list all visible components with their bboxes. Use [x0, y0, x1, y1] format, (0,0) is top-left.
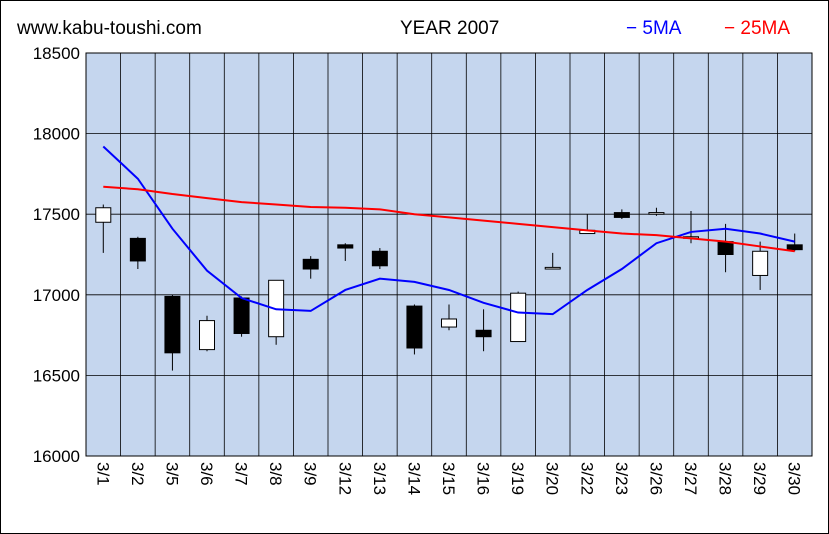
x-tick-label: 3/23: [612, 462, 631, 495]
x-tick-label: 3/2: [128, 462, 147, 486]
grid-lines: [86, 53, 812, 456]
y-tick-label: 18000: [33, 125, 80, 144]
x-tick-label: 3/16: [474, 462, 493, 495]
y-tick-label: 17000: [33, 286, 80, 305]
candle-body-down: [371, 250, 388, 267]
site-url: www.kabu-toushi.com: [17, 18, 202, 39]
x-tick-label: 3/19: [508, 462, 527, 495]
y-tick-label: 16500: [33, 366, 80, 385]
candle-body-up: [199, 320, 215, 351]
x-tick-label: 3/30: [785, 462, 804, 495]
candle-body-down: [406, 305, 423, 349]
x-axis-tick-labels: 3/1 3/2 3/5 3/6 3/7 3/8 3/9 3/12 3/13 3/14 3/15 3/1…: [93, 462, 803, 495]
candle-body-down: [302, 258, 319, 270]
x-tick-label: 3/1: [93, 462, 112, 486]
candle-body-up: [752, 250, 769, 276]
x-tick-label: 3/8: [266, 462, 285, 486]
legend-25ma: − 25MA: [724, 18, 791, 39]
y-tick-label: 18500: [33, 44, 80, 63]
candle-body-down: [233, 297, 250, 334]
legend-5ma: − 5MA: [626, 18, 682, 39]
x-tick-label: 3/9: [301, 462, 320, 486]
y-axis-tick-labels: 16000 16500 17000 17500 18000 18500: [33, 44, 80, 466]
candle-body-down: [475, 329, 492, 338]
moving-average-lines: [102, 145, 795, 316]
plot-area: [86, 53, 812, 456]
x-tick-label: 3/28: [716, 462, 735, 495]
candle-body-down: [337, 244, 354, 249]
chart-title: YEAR 2007: [400, 18, 500, 39]
x-tick-label: 3/6: [197, 462, 216, 486]
x-tick-label: 3/7: [232, 462, 251, 486]
x-tick-label: 3/12: [335, 462, 354, 495]
candle-body-up: [95, 207, 112, 223]
candle-body-down: [717, 241, 734, 256]
candle-body-up: [544, 266, 561, 270]
candle-body-down: [129, 237, 146, 262]
x-tick-label: 3/27: [681, 462, 700, 495]
x-tick-label: 3/15: [439, 462, 458, 495]
x-tick-label: 3/22: [577, 462, 596, 495]
x-tick-label: 3/14: [404, 462, 423, 495]
candle-body-up: [648, 212, 665, 215]
x-tick-label: 3/20: [543, 462, 562, 495]
x-tick-label: 3/26: [646, 462, 665, 495]
candle-body-up: [510, 292, 527, 343]
y-tick-label: 17500: [33, 205, 80, 224]
candle-body-up: [441, 318, 457, 328]
y-tick-label: 16000: [33, 447, 80, 466]
candle-body-down: [164, 295, 181, 354]
candle-body-down: [786, 244, 803, 251]
ma-line-25ma: [103, 185, 795, 253]
x-tick-label: 3/29: [750, 462, 769, 495]
ma-line-5ma: [102, 145, 795, 316]
candle-body-down: [613, 212, 630, 218]
plot-border: [85, 52, 813, 457]
x-tick-label: 3/5: [162, 462, 181, 486]
x-tick-label: 3/13: [370, 462, 389, 495]
